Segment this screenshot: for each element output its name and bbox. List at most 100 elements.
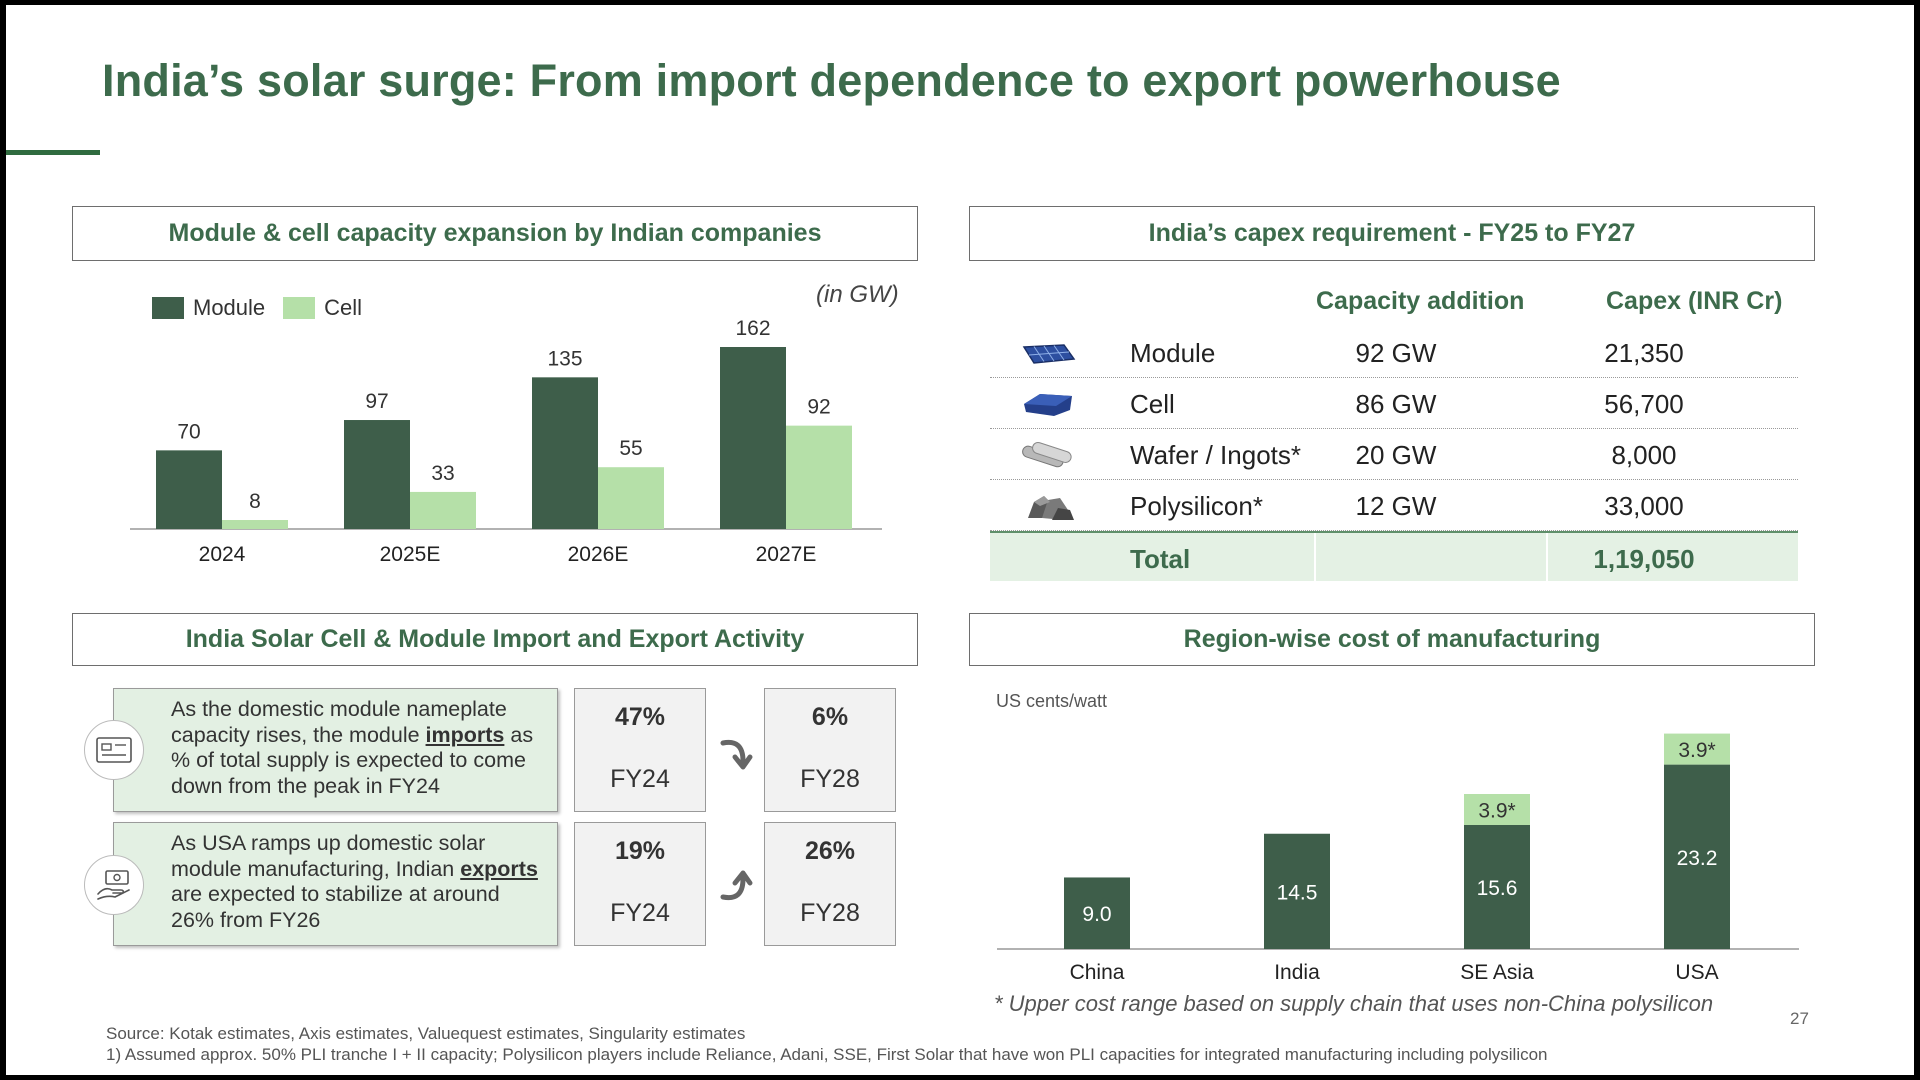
capex-row-capex: 8,000 [1611,440,1677,470]
cost-bar-base [1464,825,1530,949]
capacity-x-tick: 2024 [199,543,246,566]
export-text-tail: are expected to stabilize at around 26% … [171,882,500,932]
cost-data-label: 23.2 [1677,847,1718,870]
import-stat-to: 6% FY28 [764,688,896,812]
capex-row-capex: 56,700 [1604,389,1684,419]
capex-total-row: Total 1,19,050 [990,531,1798,583]
capex-row-capex: 21,350 [1604,338,1684,368]
export-to-pct: 26% [804,837,856,865]
capacity-data-label: 162 [735,317,770,340]
export-from-year: FY24 [610,899,670,927]
legend-label-module: Module [193,295,266,320]
import-text-tail: as % of total supply is expected to come… [171,722,534,798]
cost-bar-upper-range [1664,733,1730,765]
title-underline [6,150,100,155]
import-to-year: FY28 [800,765,860,793]
page-title: India’s solar surge: From import depende… [102,55,1561,106]
cost-x-tick: India [1274,961,1320,984]
legend-item-cell: Cell [283,295,362,321]
cost-data-label: 15.6 [1477,877,1518,900]
polysilicon-rock-icon [1016,488,1078,524]
import-description-box: As the domestic module nameplate capacit… [113,688,558,812]
capacity-data-label: 55 [619,437,642,460]
export-keyword: exports [460,856,538,881]
source-line: Source: Kotak estimates, Axis estimates,… [106,1024,746,1043]
cost-data-label: 9.0 [1082,903,1111,926]
export-from-pct: 19% [614,837,666,865]
import-from-pct: 47% [614,703,666,731]
export-to-year: FY28 [800,899,860,927]
capacity-x-tick: 2027E [756,543,817,566]
source-note: Source: Kotak estimates, Axis estimates,… [106,1023,1548,1065]
capex-row-capex: 33,000 [1604,491,1684,521]
total-cell-divider [1314,533,1316,583]
capex-total-label: Total [1130,544,1191,574]
cost-x-tick: SE Asia [1460,961,1534,984]
cost-bar-base [1664,764,1730,949]
capacity-data-label: 33 [431,462,454,485]
export-circle [84,855,144,915]
solar-panel-icon [1016,335,1078,371]
import-document-icon [96,737,132,763]
cost-bar-base [1064,877,1130,949]
total-cell-divider [1546,533,1548,583]
capacity-data-label: 97 [365,390,388,413]
capacity-data-label: 135 [547,347,582,370]
capacity-bar-chart: 70 8 2024 97 33 2025E 135 55 2026E 162 92 2027E [130,317,882,566]
cost-data-label: 14.5 [1277,881,1318,904]
import-stat-from: 47% FY24 [574,688,706,812]
capex-row: Wafer / Ingots* 20 GW 8,000 [990,429,1798,480]
cost-bar-chart: 9.0 China 14.5 India 15.6 3.9* SE Asia 23.2 3.9*… [997,733,1799,984]
cost-upper-label: 3.9* [1678,739,1715,762]
capacity-panel-header: Module & cell capacity expansion by Indi… [72,206,918,261]
page-number: 27 [1790,1009,1809,1028]
capacity-bar-cell [786,425,852,529]
down-curve-arrow-icon [720,739,753,770]
import-to-pct: 6% [811,703,849,731]
money-hand-icon [97,870,130,900]
capex-total-value: 1,19,050 [1593,544,1695,574]
capacity-bar-module [344,420,410,529]
cost-x-tick: USA [1675,961,1718,984]
slide: India’s solar surge: From import depende… [6,5,1914,1075]
capex-panel-header: India’s capex requirement - FY25 to FY27 [969,206,1815,261]
capacity-x-tick: 2026E [568,543,629,566]
import-from-year: FY24 [610,765,670,793]
up-curve-arrow-icon [720,870,753,901]
capacity-x-tick: 2025E [380,543,441,566]
legend-item-module: Module [152,295,265,321]
cost-unit-label: US cents/watt [996,691,1108,711]
import-circle [84,720,144,780]
capacity-bar-cell [222,520,288,529]
capex-row: Polysilicon* 12 GW 33,000 [990,480,1798,531]
capacity-data-label: 8 [249,490,261,513]
cost-bar-base [1264,833,1330,949]
cost-x-tick: China [1070,961,1125,984]
cost-panel-header: Region-wise cost of manufacturing [969,613,1815,666]
capex-row-capacity: 12 GW [1355,491,1437,521]
cost-footnote: * Upper cost range based on supply chain… [994,991,1714,1016]
capex-row-name: Cell [1130,389,1175,419]
capex-row-name: Polysilicon* [1130,491,1263,521]
export-stat-to: 26% FY28 [764,822,896,946]
capex-header: Capex (INR Cr) [1606,287,1783,315]
capacity-bar-module [532,377,598,529]
export-stat-from: 19% FY24 [574,822,706,946]
capacity-addition-header: Capacity addition [1316,287,1525,315]
capex-row-name: Module [1130,338,1216,368]
export-text: As USA ramps up domestic solar module ma… [171,831,486,881]
cost-upper-label: 3.9* [1478,800,1515,823]
cost-bar-upper-range [1464,794,1530,825]
legend-label-cell: Cell [324,295,363,320]
import-text: As the domestic module nameplate capacit… [171,697,507,747]
capex-row-capacity: 20 GW [1355,440,1437,470]
capacity-legend: Module Cell [152,295,380,321]
capex-row-name: Wafer / Ingots* [1130,440,1301,470]
capacity-bar-module [156,450,222,529]
capacity-bar-cell [410,491,476,529]
solar-cell-icon [1016,386,1078,422]
assumption-note: 1) Assumed approx. 50% PLI tranche I + I… [106,1045,1548,1064]
capex-row: Module 92 GW 21,350 [990,327,1798,378]
capex-row-capacity: 86 GW [1355,389,1437,419]
capacity-unit-note: (in GW) [816,281,899,308]
